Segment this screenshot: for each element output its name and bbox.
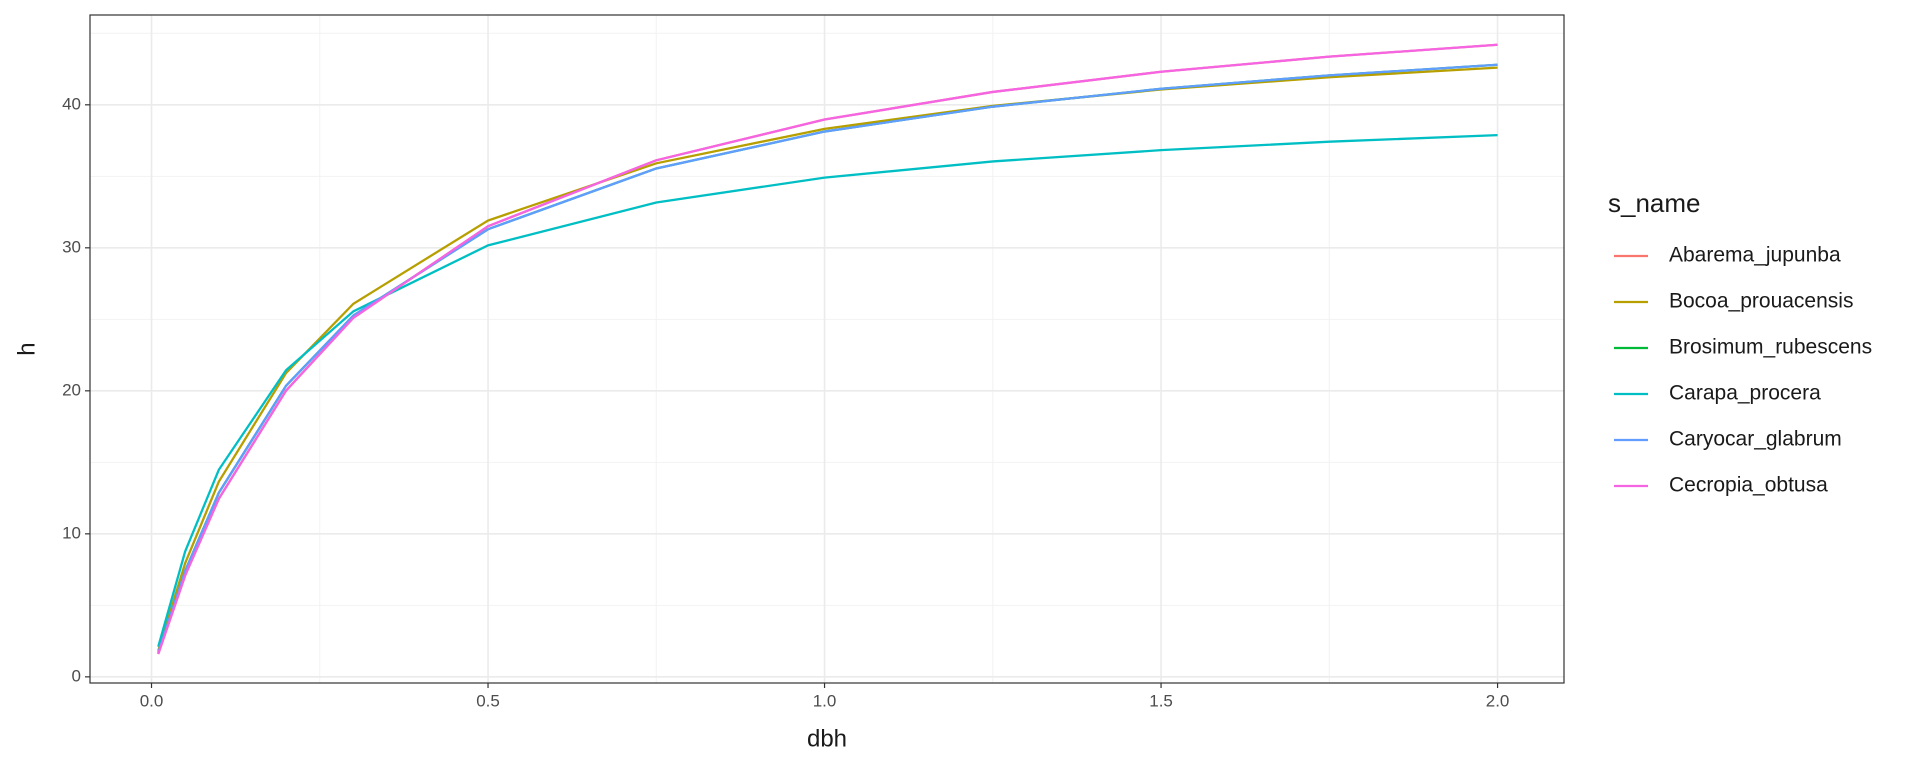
panel-border — [89, 14, 1565, 684]
legend-label: Carapa_procera — [1669, 382, 1821, 405]
legend-label: Caryocar_glabrum — [1669, 428, 1842, 451]
series-line — [157, 63, 1498, 654]
x-tick-label: 1.0 — [813, 691, 837, 710]
x-tick-label: 0.0 — [140, 691, 164, 710]
x-tick-label: 1.5 — [1149, 691, 1173, 710]
y-tick-label: 30 — [62, 237, 81, 256]
legend-label: Brosimum_rubescens — [1669, 336, 1872, 359]
series-line — [157, 43, 1498, 655]
x-tick-label: 2.0 — [1486, 691, 1510, 710]
series-line — [157, 43, 1498, 655]
y-tick-label: 10 — [62, 523, 81, 542]
legend-label: Bocoa_prouacensis — [1669, 290, 1853, 313]
legend-label: Cecropia_obtusa — [1669, 474, 1828, 497]
legend-label: Abarema_jupunba — [1669, 244, 1841, 267]
y-tick-label: 40 — [62, 94, 81, 113]
y-tick-label: 0 — [72, 666, 81, 685]
legend-title: s_name — [1608, 188, 1701, 218]
x-axis-title: dbh — [807, 725, 847, 752]
series-line — [157, 63, 1498, 654]
x-tick-label: 0.5 — [476, 691, 500, 710]
y-axis-title: h — [13, 342, 40, 355]
series-line — [157, 133, 1498, 647]
series-line — [157, 66, 1498, 652]
y-tick-label: 20 — [62, 380, 81, 399]
